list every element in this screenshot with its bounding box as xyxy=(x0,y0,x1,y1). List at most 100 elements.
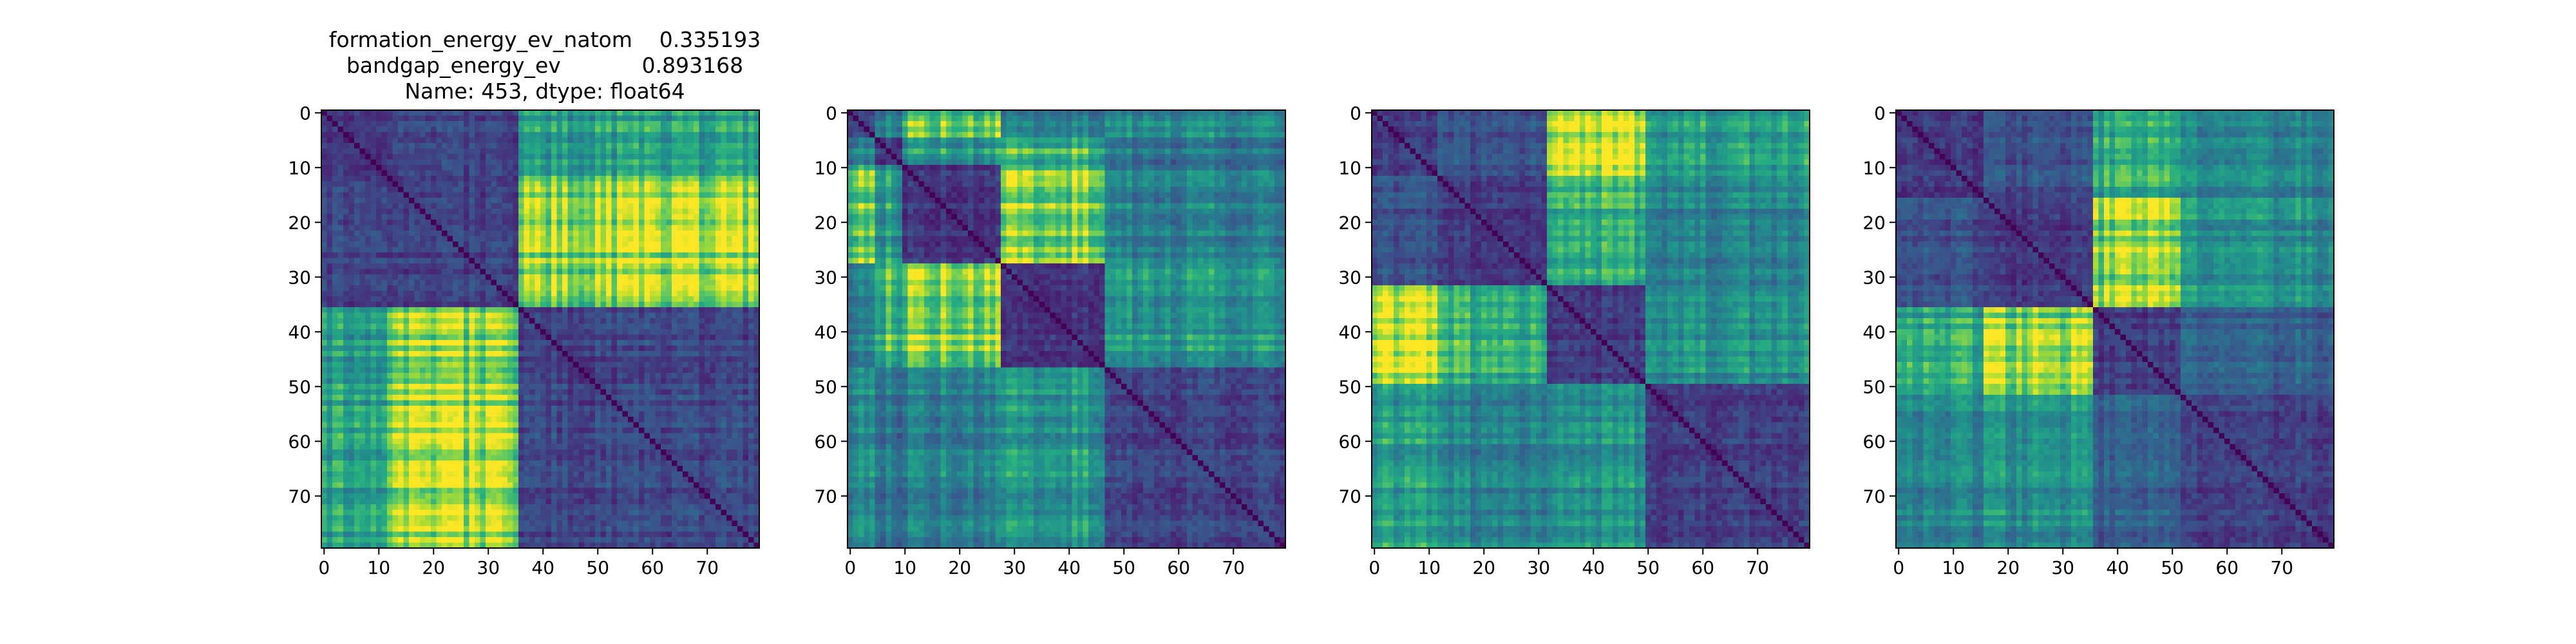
heatmap-cell xyxy=(623,274,629,280)
heatmap-cell xyxy=(557,291,563,297)
heatmap-cell xyxy=(612,231,618,236)
heatmap-cell xyxy=(661,395,667,401)
heatmap-cell xyxy=(584,252,590,258)
heatmap-cell xyxy=(502,231,508,236)
heatmap-cell xyxy=(546,116,552,122)
heatmap-cell xyxy=(453,291,459,297)
heatmap-cell xyxy=(612,247,618,253)
heatmap-cell xyxy=(546,329,552,335)
heatmap-cell xyxy=(404,302,410,308)
heatmap-cell xyxy=(694,433,699,439)
heatmap-cell xyxy=(688,149,694,155)
heatmap-cell xyxy=(415,258,421,264)
heatmap-cell xyxy=(513,182,519,187)
heatmap-cell xyxy=(360,450,366,455)
heatmap-cell xyxy=(382,198,388,204)
heatmap-cell xyxy=(617,433,623,439)
heatmap-cell xyxy=(365,346,371,352)
heatmap-cell xyxy=(683,401,688,406)
heatmap-cell xyxy=(349,384,355,390)
heatmap-cell xyxy=(628,236,634,242)
heatmap-cell xyxy=(327,296,333,302)
heatmap-cell xyxy=(497,417,502,422)
heatmap-cell xyxy=(732,263,738,269)
heatmap-cell xyxy=(448,258,453,264)
heatmap-cell xyxy=(677,121,683,127)
heatmap-cell xyxy=(321,258,327,264)
heatmap-cell xyxy=(480,269,486,275)
heatmap-cell xyxy=(606,247,612,253)
heatmap-cell xyxy=(606,154,612,160)
heatmap-cell xyxy=(721,198,727,204)
heatmap-cell xyxy=(518,291,524,297)
heatmap-cell xyxy=(562,379,568,384)
heatmap-cell xyxy=(705,258,710,264)
heatmap-cell xyxy=(459,318,464,324)
heatmap-cell xyxy=(688,373,694,379)
heatmap-cell xyxy=(398,444,404,450)
heatmap-cell xyxy=(612,395,618,401)
heatmap-cell xyxy=(491,252,497,258)
heatmap-cell xyxy=(415,121,421,127)
heatmap-cell xyxy=(475,149,480,155)
heatmap-cell xyxy=(338,373,344,379)
heatmap-cell xyxy=(688,428,694,433)
heatmap-cell xyxy=(688,269,694,275)
heatmap-cell xyxy=(623,110,629,116)
heatmap-cell xyxy=(497,422,502,428)
heatmap-cell xyxy=(453,307,459,313)
heatmap-cell xyxy=(623,220,629,225)
heatmap-cell xyxy=(459,280,464,286)
heatmap-cell xyxy=(601,417,607,422)
heatmap-cell xyxy=(404,187,410,193)
heatmap-cell xyxy=(595,154,601,160)
heatmap-cell xyxy=(677,340,683,346)
heatmap-cell xyxy=(502,318,508,324)
heatmap-cell xyxy=(573,428,579,433)
heatmap-cell xyxy=(737,231,743,236)
heatmap-cell xyxy=(634,198,639,204)
heatmap-cell xyxy=(601,209,607,214)
heatmap-cell xyxy=(453,127,459,133)
heatmap-cell xyxy=(513,395,519,401)
heatmap-cell xyxy=(667,412,672,417)
heatmap-cell xyxy=(524,231,530,236)
heatmap-cell xyxy=(601,444,607,450)
heatmap-cell xyxy=(688,220,694,225)
heatmap-cell xyxy=(726,154,732,160)
heatmap-cell xyxy=(612,324,618,330)
heatmap-cell xyxy=(524,247,530,253)
heatmap-cell xyxy=(595,258,601,264)
heatmap-cell xyxy=(480,340,486,346)
heatmap-cell xyxy=(557,138,563,144)
heatmap-cell xyxy=(557,127,563,133)
heatmap-cell xyxy=(398,143,404,149)
heatmap-cell xyxy=(579,269,585,275)
heatmap-cell xyxy=(513,214,519,220)
heatmap-cell xyxy=(426,428,431,433)
heatmap-cell xyxy=(398,422,404,428)
heatmap-cell xyxy=(551,274,557,280)
heatmap-cell xyxy=(540,220,546,225)
heatmap-cell xyxy=(524,138,530,144)
heatmap-cell xyxy=(683,149,688,155)
heatmap-cell xyxy=(518,433,524,439)
heatmap-cell xyxy=(546,444,552,450)
heatmap-cell xyxy=(606,165,612,171)
heatmap-cell xyxy=(573,220,579,225)
heatmap-cell xyxy=(535,220,541,225)
heatmap-cell xyxy=(475,121,480,127)
heatmap-cell xyxy=(502,439,508,444)
heatmap-cell xyxy=(376,204,382,209)
heatmap-cell xyxy=(737,379,743,384)
heatmap-cell xyxy=(656,373,661,379)
heatmap-cell xyxy=(748,252,754,258)
heatmap-cell xyxy=(332,417,338,422)
heatmap-cell xyxy=(507,285,513,291)
heatmap-cell xyxy=(683,351,688,357)
heatmap-cell xyxy=(688,439,694,444)
heatmap-cell xyxy=(321,351,327,357)
heatmap-cell xyxy=(579,198,585,204)
heatmap-cell xyxy=(650,225,656,231)
heatmap-cell xyxy=(437,291,442,297)
